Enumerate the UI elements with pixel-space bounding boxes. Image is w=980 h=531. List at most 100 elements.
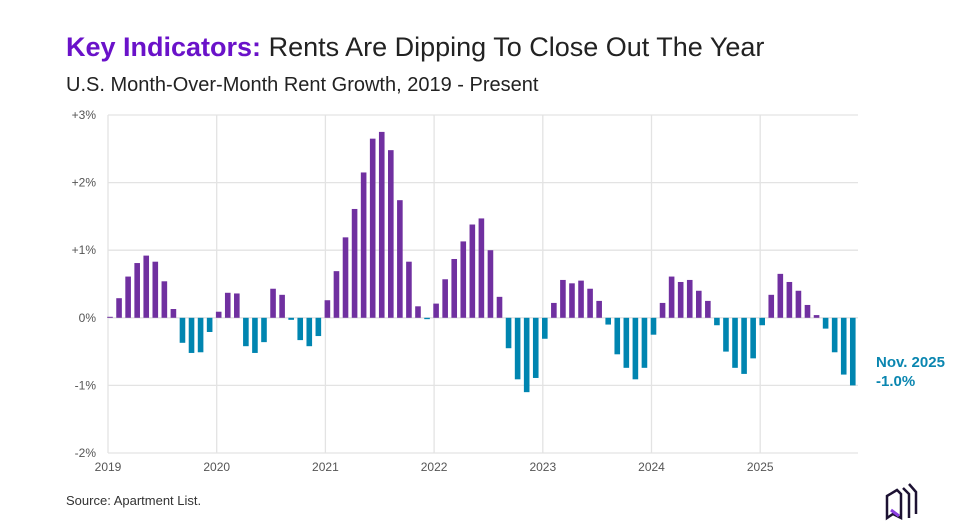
bar [705, 300, 711, 318]
bar [695, 290, 702, 318]
x-tick-label: 2023 [529, 460, 556, 474]
bar [125, 276, 131, 318]
bar [315, 317, 322, 337]
bar [324, 300, 331, 318]
x-tick-label: 2020 [203, 460, 230, 474]
bar [261, 317, 267, 343]
x-tick-label: 2025 [747, 460, 774, 474]
bar [487, 250, 494, 318]
bar [578, 280, 584, 318]
bar [532, 317, 539, 378]
bar [215, 311, 222, 318]
bar [351, 208, 358, 318]
bar [360, 172, 367, 318]
bar [415, 306, 421, 318]
bar [768, 294, 775, 318]
bar [243, 317, 249, 347]
bar [460, 241, 467, 318]
bar [750, 317, 756, 359]
bar [369, 138, 376, 318]
bar [514, 317, 521, 380]
bar [777, 273, 784, 318]
bar [378, 131, 385, 318]
bar [632, 317, 639, 380]
bar [786, 281, 793, 318]
bar [831, 317, 838, 353]
bar [270, 288, 276, 318]
bar [560, 279, 566, 318]
bar [496, 296, 503, 318]
bar [478, 218, 485, 318]
bar [551, 302, 557, 318]
bar [288, 317, 294, 320]
bar [822, 317, 829, 329]
bar [134, 263, 140, 318]
bar [116, 298, 122, 318]
bar [714, 317, 720, 326]
chart-title: Key Indicators: Rents Are Dipping To Clo… [66, 32, 764, 63]
bar [732, 317, 738, 368]
y-tick-label: +3% [72, 108, 97, 122]
bar [623, 317, 630, 368]
bar [741, 317, 747, 374]
bar [206, 317, 213, 332]
bar [569, 283, 575, 318]
bar [451, 258, 458, 318]
bar [804, 304, 811, 318]
bar [523, 317, 530, 393]
bar [161, 281, 168, 318]
bar [686, 279, 693, 318]
bar [406, 261, 412, 318]
y-tick-label: -2% [75, 446, 97, 460]
title-keyword: Key Indicators: [66, 32, 262, 62]
y-tick-label: -1% [75, 378, 97, 392]
bar [795, 290, 802, 318]
bar [614, 317, 621, 355]
bar [342, 237, 349, 318]
bar [170, 309, 177, 318]
bar [424, 317, 430, 320]
bar [641, 317, 648, 368]
bar [813, 315, 820, 318]
bar [197, 317, 204, 353]
bar [505, 317, 512, 349]
bar [668, 276, 675, 318]
bar [234, 293, 240, 318]
bar [107, 316, 113, 318]
y-tick-label: +1% [72, 243, 97, 257]
bar [179, 317, 186, 343]
x-tick-label: 2024 [638, 460, 665, 474]
bar [224, 292, 231, 318]
bar [279, 294, 285, 318]
y-tick-label: +2% [72, 176, 97, 190]
x-tick-label: 2019 [95, 460, 122, 474]
bar [388, 150, 394, 318]
bar [849, 317, 856, 386]
bar [723, 317, 729, 352]
bar [650, 317, 657, 335]
x-tick-label: 2021 [312, 460, 339, 474]
bar [677, 281, 684, 318]
x-tick-label: 2022 [421, 460, 448, 474]
bar [433, 303, 439, 318]
bar [143, 255, 150, 318]
bar [188, 317, 195, 353]
bar [442, 279, 448, 318]
latest-value-callout: Nov. 2025 -1.0% [876, 353, 945, 391]
bar [306, 317, 313, 347]
bar [397, 200, 403, 318]
bar [659, 302, 666, 318]
chart-subtitle: U.S. Month-Over-Month Rent Growth, 2019 … [66, 74, 539, 96]
bar [542, 317, 548, 339]
title-text: Rents Are Dipping To Close Out The Year [261, 32, 765, 62]
callout-value: -1.0% [876, 373, 916, 390]
apartment-list-logo [885, 483, 918, 521]
bar [759, 317, 765, 326]
bar [333, 271, 340, 318]
bar [605, 317, 612, 325]
bar [252, 317, 258, 353]
bar [297, 317, 304, 341]
y-tick-label: 0% [79, 311, 97, 325]
